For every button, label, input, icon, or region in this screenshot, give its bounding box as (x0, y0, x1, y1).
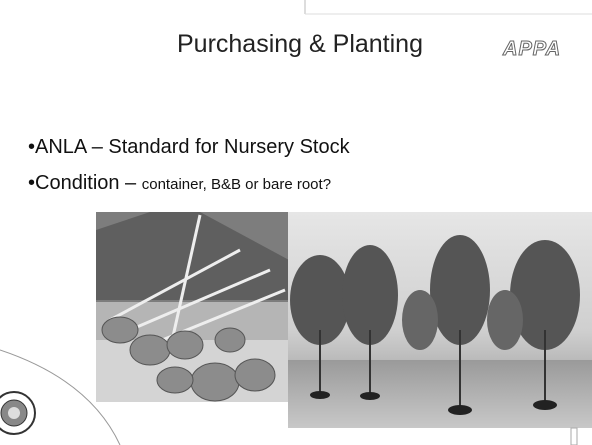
bullet-detail: container, B&B or bare root? (142, 176, 331, 193)
bullet: •ANLA – Standard for Nursery Stock (28, 136, 350, 159)
photo-container-trees (288, 212, 592, 428)
slide-graphics (0, 0, 592, 445)
logo: APPA (503, 38, 561, 61)
slide: Purchasing & Planting APPA •ANLA – Stand… (0, 0, 592, 445)
photo-balled-trees (96, 212, 289, 402)
seal (0, 392, 35, 434)
decor-mark (571, 428, 577, 445)
bullet-lead: •Condition – (28, 172, 142, 194)
bullet: •Condition – container, B&B or bare root… (28, 172, 331, 195)
